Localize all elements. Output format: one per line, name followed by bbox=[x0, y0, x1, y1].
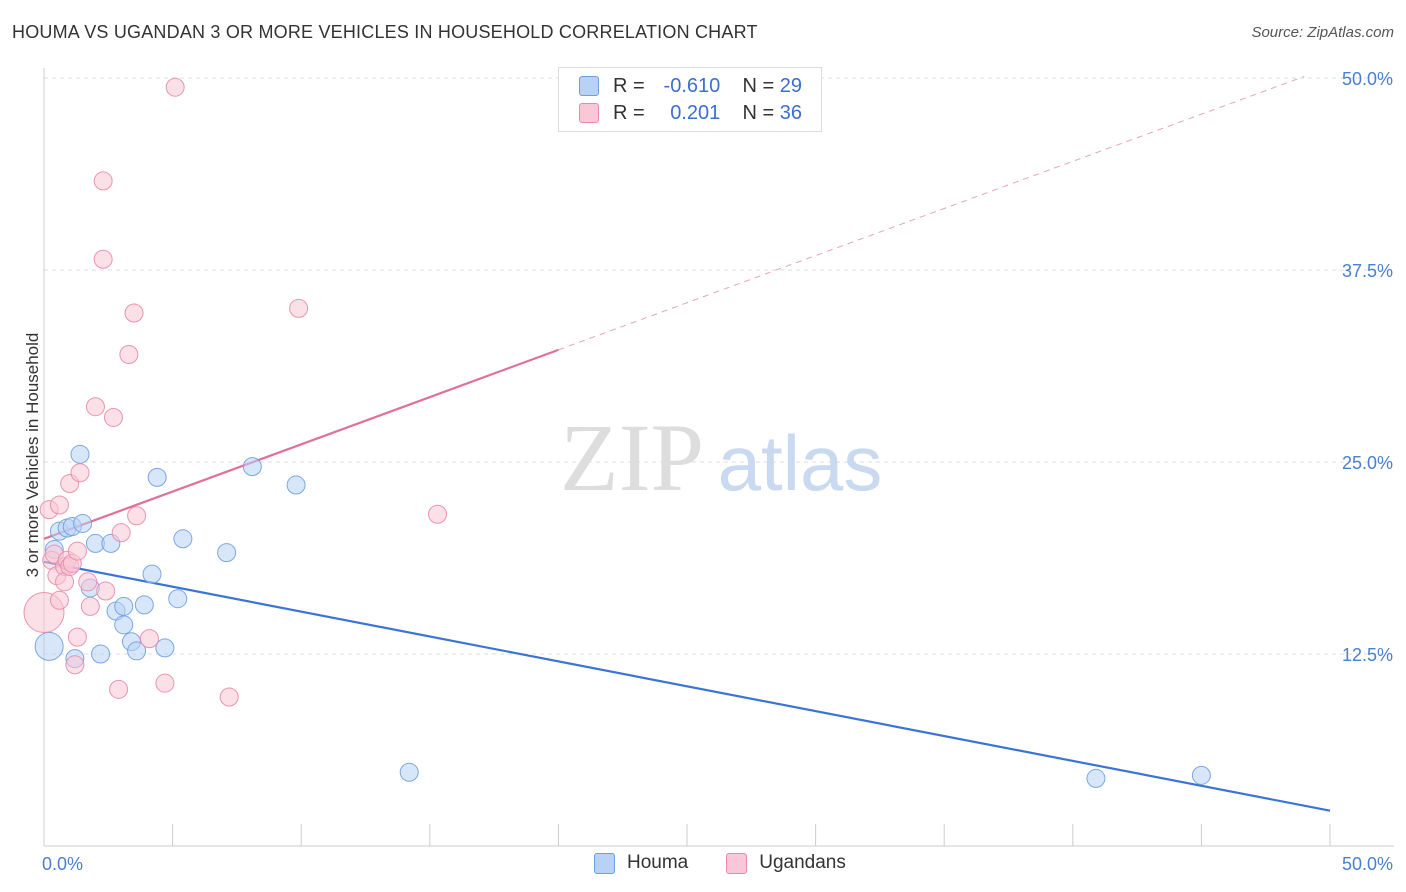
point-ugandans bbox=[49, 590, 69, 610]
point-ugandans bbox=[165, 77, 185, 97]
series-legend-houma: Houma bbox=[594, 852, 688, 874]
legend-r-value-houma: -0.610 bbox=[663, 74, 721, 97]
y-tick-label: 25.0% bbox=[1342, 453, 1393, 473]
point-houma bbox=[217, 543, 237, 563]
point-ugandans bbox=[80, 596, 100, 616]
point-ugandans bbox=[111, 523, 131, 543]
point-houma bbox=[173, 529, 193, 549]
y-axis-label: 3 or more Vehicles in Household bbox=[23, 333, 42, 578]
point-ugandans bbox=[219, 687, 239, 707]
series-swatch-ugandans bbox=[726, 852, 748, 874]
x-tick-label: 0.0% bbox=[42, 854, 83, 874]
legend-n-label: N = bbox=[742, 74, 775, 97]
series-label-houma: Houma bbox=[627, 852, 689, 873]
point-ugandans bbox=[67, 627, 87, 647]
legend-r-value-ugandans: 0.201 bbox=[670, 101, 721, 124]
point-houma bbox=[147, 467, 167, 487]
point-ugandans bbox=[93, 249, 113, 269]
series-swatch-houma bbox=[594, 852, 615, 874]
point-houma bbox=[242, 457, 262, 477]
point-houma bbox=[168, 589, 188, 609]
trend-line-ugandans bbox=[43, 348, 559, 540]
watermark-atlas: atlas bbox=[718, 419, 883, 507]
point-ugandans bbox=[96, 581, 116, 601]
legend-n-value-ugandans: 36 bbox=[779, 101, 802, 124]
legend-row-ugandans: R = 0.201 N = 36 bbox=[579, 101, 802, 125]
point-ugandans bbox=[109, 679, 129, 699]
chart-title: HOUMA VS UGANDAN 3 OR MORE VEHICLES IN H… bbox=[12, 22, 758, 42]
point-houma bbox=[91, 644, 111, 664]
legend-swatch-ugandans bbox=[579, 103, 599, 123]
data-points bbox=[23, 77, 1211, 788]
y-tick-label: 37.5% bbox=[1342, 261, 1393, 281]
point-ugandans bbox=[124, 303, 144, 323]
point-ugandans bbox=[289, 298, 309, 318]
point-houma bbox=[1086, 768, 1106, 788]
axes bbox=[43, 68, 1394, 847]
point-ugandans bbox=[93, 171, 113, 191]
legend-r-label: R = bbox=[613, 101, 645, 124]
watermark-zip: ZIP bbox=[560, 404, 704, 511]
legend-n-value-houma: 29 bbox=[779, 74, 802, 97]
trend-line-houma bbox=[43, 560, 1331, 812]
point-ugandans bbox=[428, 504, 448, 524]
point-houma bbox=[73, 513, 93, 533]
correlation-legend: R = -0.610 N = 29 R = 0.201 N = 36 bbox=[558, 67, 822, 132]
chart-source: Source: ZipAtlas.com bbox=[1251, 24, 1394, 41]
point-houma bbox=[142, 564, 162, 584]
point-ugandans bbox=[127, 506, 147, 526]
series-legend: Houma Ugandans bbox=[594, 852, 884, 874]
y-tick-label: 12.5% bbox=[1342, 645, 1393, 665]
trend-lines bbox=[43, 75, 1331, 812]
legend-r-label: R = bbox=[613, 74, 645, 97]
point-houma bbox=[286, 475, 306, 495]
point-ugandans bbox=[155, 673, 175, 693]
point-ugandans bbox=[70, 463, 90, 483]
series-legend-ugandans: Ugandans bbox=[726, 852, 846, 874]
legend-row-houma: R = -0.610 N = 29 bbox=[579, 74, 802, 98]
point-houma bbox=[127, 641, 147, 661]
point-ugandans bbox=[85, 397, 105, 417]
point-ugandans bbox=[103, 407, 123, 427]
point-houma bbox=[155, 638, 175, 658]
point-houma bbox=[134, 595, 154, 615]
legend-n-label: N = bbox=[742, 101, 775, 124]
grid-lines bbox=[44, 77, 1394, 655]
point-houma bbox=[70, 444, 90, 464]
point-ugandans bbox=[119, 344, 139, 364]
point-ugandans bbox=[65, 655, 85, 675]
point-houma bbox=[1191, 765, 1211, 785]
x-tick-label: 50.0% bbox=[1342, 854, 1393, 874]
series-label-ugandans: Ugandans bbox=[759, 852, 846, 873]
point-ugandans bbox=[67, 541, 87, 561]
point-ugandans bbox=[78, 572, 98, 592]
point-houma bbox=[399, 762, 419, 782]
y-tick-label: 50.0% bbox=[1342, 69, 1393, 89]
point-houma bbox=[114, 596, 134, 616]
point-houma bbox=[114, 615, 134, 635]
tick-labels: 12.5% 25.0% 37.5% 50.0% 0.0% 50.0% bbox=[42, 69, 1393, 874]
point-houma bbox=[34, 631, 64, 661]
point-ugandans bbox=[49, 495, 69, 515]
trend-line-ugandans-extension bbox=[558, 75, 1305, 351]
legend-swatch-houma bbox=[579, 76, 599, 96]
point-ugandans bbox=[139, 629, 159, 649]
